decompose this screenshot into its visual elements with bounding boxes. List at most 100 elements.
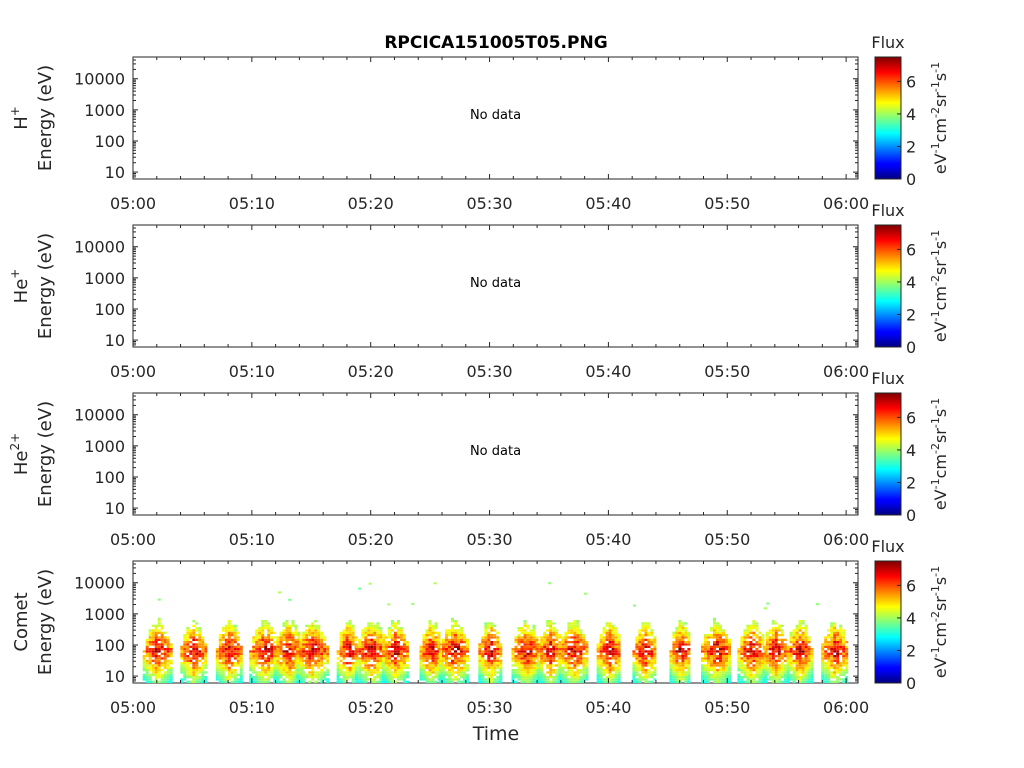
flux-cell xyxy=(358,671,362,674)
flux-cell xyxy=(804,629,808,632)
flux-cell xyxy=(804,669,808,672)
flux-cell xyxy=(345,624,349,627)
flux-cell xyxy=(596,659,600,662)
flux-cell xyxy=(342,645,346,648)
flux-cell xyxy=(484,636,488,639)
flux-cell xyxy=(543,631,547,634)
flux-cell xyxy=(540,638,544,641)
flux-cell xyxy=(451,664,454,667)
flux-cell xyxy=(704,638,707,641)
flux-cell xyxy=(535,678,539,681)
flux-cell xyxy=(291,664,295,667)
flux-cell xyxy=(192,624,196,627)
flux-cell xyxy=(786,680,790,683)
flux-cell xyxy=(261,624,265,627)
flux-cell xyxy=(192,631,196,634)
flux-cell xyxy=(564,657,568,660)
flux-cell xyxy=(384,643,388,646)
flux-cell xyxy=(142,662,146,665)
flux-cell xyxy=(457,659,460,662)
flux-cell xyxy=(761,662,765,665)
flux-cell xyxy=(393,631,397,634)
flux-cell xyxy=(478,678,482,681)
flux-cell xyxy=(678,629,682,632)
flux-cell xyxy=(297,641,301,644)
flux-cell xyxy=(493,664,497,667)
flux-cell xyxy=(517,634,521,637)
flux-cell xyxy=(317,645,321,648)
flux-cell xyxy=(252,648,256,651)
flux-cell xyxy=(457,624,460,627)
flux-cell xyxy=(339,650,343,653)
flux-cell xyxy=(273,669,277,672)
flux-cell xyxy=(288,636,292,639)
flux-cell xyxy=(490,673,494,676)
flux-cell xyxy=(752,680,756,683)
flux-cell xyxy=(166,645,170,648)
flux-cell xyxy=(766,602,770,605)
flux-cell xyxy=(672,664,676,667)
flux-cell xyxy=(195,643,199,646)
flux-cell xyxy=(824,678,828,681)
flux-cell xyxy=(215,666,219,669)
flux-cell xyxy=(824,666,828,669)
flux-cell xyxy=(348,650,352,653)
flux-cell xyxy=(358,638,362,641)
flux-cell xyxy=(602,664,606,667)
flux-cell xyxy=(419,676,423,679)
flux-cell xyxy=(780,652,784,655)
flux-cell xyxy=(405,655,409,658)
flux-cell xyxy=(599,673,603,676)
flux-cell xyxy=(807,636,811,639)
flux-cell xyxy=(354,643,358,646)
flux-cell xyxy=(644,627,648,630)
flux-cell xyxy=(833,655,837,658)
flux-cell xyxy=(308,650,312,653)
flux-cell xyxy=(719,627,722,630)
flux-cell xyxy=(523,629,527,632)
flux-cell xyxy=(493,634,497,637)
flux-cell xyxy=(224,678,228,681)
flux-cell xyxy=(387,664,391,667)
flux-cell xyxy=(647,655,651,658)
flux-cell xyxy=(323,671,327,674)
flux-cell xyxy=(484,678,488,681)
flux-cell xyxy=(777,666,781,669)
flux-cell xyxy=(154,655,158,658)
flux-cell xyxy=(795,655,799,658)
flux-cell xyxy=(540,666,544,669)
flux-cell xyxy=(532,662,536,665)
flux-cell xyxy=(824,673,828,676)
flux-cell xyxy=(722,669,725,672)
flux-cell xyxy=(370,680,374,683)
flux-cell xyxy=(163,631,167,634)
flux-cell xyxy=(678,671,682,674)
flux-cell xyxy=(373,659,377,662)
flux-cell xyxy=(264,680,268,683)
flux-cell xyxy=(402,680,406,683)
flux-cell xyxy=(830,673,834,676)
flux-cell xyxy=(454,655,457,658)
flux-cell xyxy=(740,659,744,662)
flux-cell xyxy=(339,666,343,669)
flux-cell xyxy=(361,657,365,660)
flux-cell xyxy=(267,631,271,634)
flux-cell xyxy=(348,643,352,646)
flux-cell xyxy=(481,645,485,648)
flux-cell xyxy=(798,629,802,632)
flux-cell xyxy=(351,641,355,644)
flux-cell xyxy=(684,631,688,634)
flux-cell xyxy=(635,666,639,669)
flux-cell xyxy=(302,659,306,662)
flux-cell xyxy=(221,671,225,674)
flux-cell xyxy=(326,659,330,662)
flux-cell xyxy=(445,638,448,641)
flux-cell xyxy=(561,669,565,672)
flux-cell xyxy=(201,643,205,646)
flux-cell xyxy=(151,666,155,669)
flux-cell xyxy=(425,631,429,634)
flux-cell xyxy=(704,655,707,658)
flux-cell xyxy=(681,627,685,630)
flux-cell xyxy=(605,631,609,634)
flux-cell xyxy=(789,662,793,665)
